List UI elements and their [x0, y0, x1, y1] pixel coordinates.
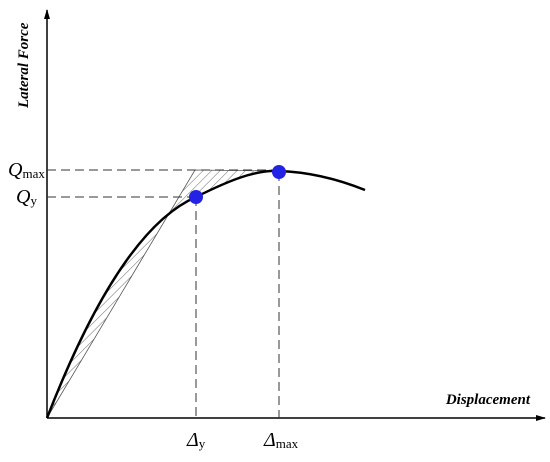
delta-y-base: Δ [186, 429, 199, 451]
qmax-sub: max [22, 166, 45, 181]
qy-label: Qy [16, 186, 37, 208]
qy-sub: y [30, 193, 37, 208]
delta-max-base: Δ [263, 429, 276, 451]
qy-base: Q [16, 186, 31, 208]
delta-y-label: Δy [186, 429, 206, 451]
delta-max-sub: max [276, 436, 299, 451]
qmax-label: Qmax [8, 159, 45, 181]
qmax-base: Q [8, 159, 23, 181]
delta-max-label: Δmax [263, 429, 299, 451]
peak-point [272, 165, 286, 179]
curve [45, 169, 366, 419]
x-axis-label: Displacement [445, 392, 531, 408]
delta-y-sub: y [199, 436, 206, 451]
y-axis-label: Lateral Force [16, 22, 32, 109]
yield-point [189, 190, 203, 204]
hatched-area [46, 169, 280, 419]
